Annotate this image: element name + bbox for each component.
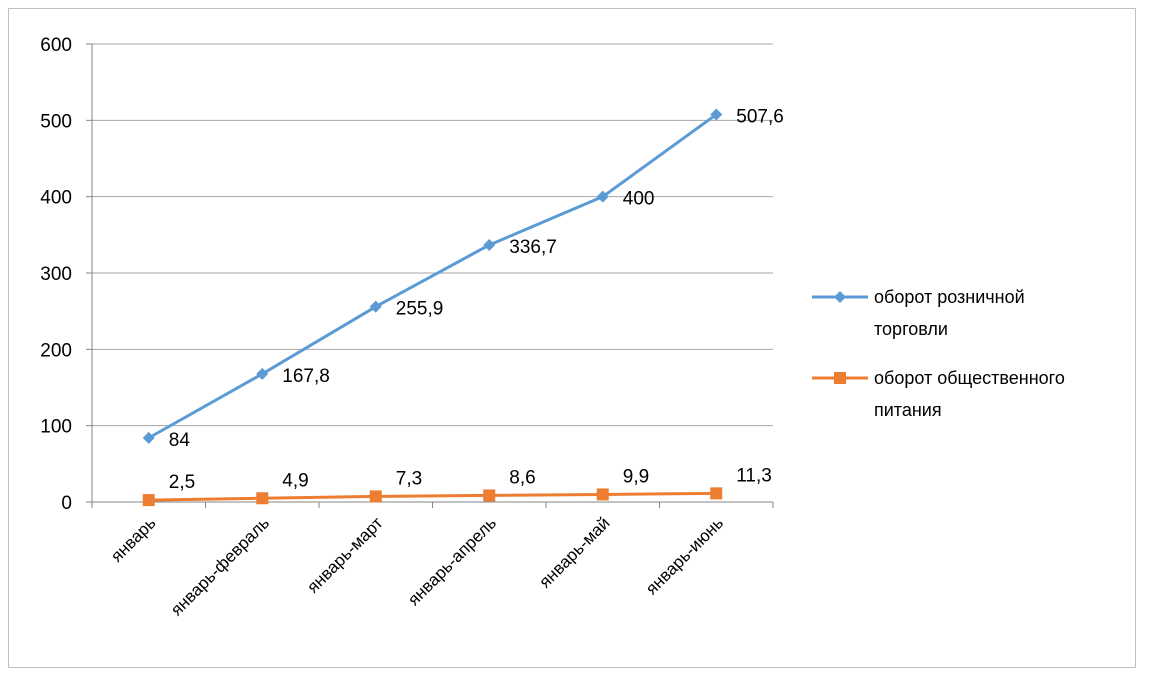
- data-point-marker: [596, 488, 609, 501]
- data-label: 507,6: [736, 107, 784, 128]
- legend-marker: [834, 291, 846, 303]
- y-tick-label: 0: [61, 493, 72, 514]
- y-tick-label: 600: [40, 35, 72, 56]
- data-point-marker: [710, 108, 723, 121]
- data-label: 7,3: [396, 468, 422, 489]
- data-label: 84: [169, 430, 191, 451]
- x-tick-label: январь-апрель: [404, 513, 500, 609]
- x-axis-tick-labels: январь январь-февраль январь-март январь-ап…: [107, 513, 727, 619]
- data-label: 9,9: [623, 466, 649, 487]
- data-label: 336,7: [509, 237, 557, 258]
- legend-label: питания: [874, 400, 942, 420]
- data-label: 8,6: [509, 467, 535, 488]
- series-line: [148, 113, 718, 440]
- legend-label: оборот розничной: [874, 287, 1025, 307]
- x-tick-label: январь-март: [303, 513, 386, 596]
- x-tick-label: январь-май: [535, 513, 613, 591]
- y-axis-tick-labels: 0 100 200 300 400 500 600: [40, 35, 72, 514]
- y-tick-label: 300: [40, 264, 72, 285]
- data-point-marker: [142, 431, 155, 444]
- data-point-marker: [596, 190, 609, 203]
- data-label: 2,5: [169, 472, 195, 493]
- data-point-marker: [369, 490, 382, 503]
- data-point-marker: [256, 367, 269, 380]
- y-tick-label: 100: [40, 417, 72, 438]
- legend-marker: [834, 372, 846, 384]
- legend-label: торговли: [874, 319, 948, 339]
- data-label: 167,8: [282, 366, 330, 387]
- chart-frame: [8, 8, 1136, 668]
- series-line: [148, 491, 717, 502]
- data-label: 400: [623, 189, 655, 210]
- x-tick-label: январь-июнь: [642, 513, 727, 598]
- data-point-marker: [710, 487, 723, 500]
- data-label: 11,3: [736, 465, 772, 486]
- legend-label: оборот общественного: [874, 368, 1065, 388]
- data-label: 4,9: [282, 470, 308, 491]
- x-tick-label: январь: [107, 513, 160, 566]
- y-tick-label: 400: [40, 188, 72, 209]
- legend-entry: оборот общественного питания: [812, 368, 1065, 420]
- series-1: 84 167,8 255,9 336,7 400 507,6: [142, 107, 784, 451]
- y-tick-label: 500: [40, 111, 72, 132]
- axes: [86, 43, 774, 508]
- data-point-marker: [483, 489, 496, 502]
- legend-entry: оборот розничной торговли: [812, 287, 1025, 339]
- legend: оборот розничной торговли оборот обществен…: [812, 287, 1065, 420]
- gridlines: [92, 43, 773, 427]
- data-point-marker: [369, 300, 382, 313]
- data-point-marker: [483, 238, 496, 251]
- data-point-marker: [142, 494, 155, 507]
- x-tick-label: январь-февраль: [167, 513, 273, 619]
- data-label: 255,9: [396, 299, 444, 320]
- data-point-marker: [256, 492, 269, 505]
- series: 84 167,8 255,9 336,7 400 507,6 2,5 4,9 7,3 8,6 9,9…: [142, 107, 784, 507]
- series-2: 2,5 4,9 7,3 8,6 9,9 11,3: [142, 465, 772, 507]
- y-tick-label: 200: [40, 340, 72, 361]
